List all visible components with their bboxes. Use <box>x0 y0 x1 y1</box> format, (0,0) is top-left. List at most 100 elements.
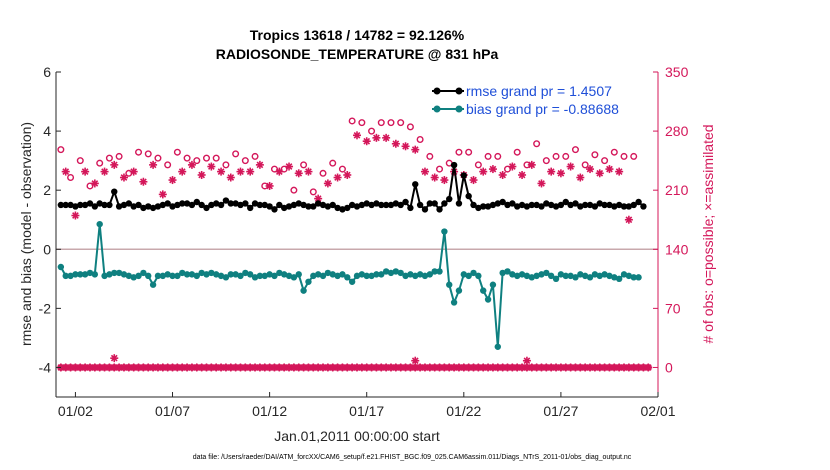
bias-point <box>174 272 181 280</box>
rmse-point <box>208 201 215 209</box>
rmse-point <box>412 181 419 188</box>
obs-assimilated-marker <box>498 170 507 179</box>
obs-assimilated-marker <box>522 356 531 365</box>
rmse-point <box>611 203 618 210</box>
obs-assimilated-marker <box>372 133 381 142</box>
y-right-tick-label: 70 <box>665 300 681 316</box>
asterisk-stroke <box>411 357 419 365</box>
obs-possible-marker <box>144 150 152 158</box>
legend-bias-label: bias grand pr = -0.88688 <box>466 101 619 117</box>
rmse-point <box>285 203 293 210</box>
bias-point <box>242 269 249 277</box>
asterisk-stroke <box>411 146 419 154</box>
rmse-point <box>577 203 584 210</box>
rmse-point <box>514 203 521 210</box>
rmse-point <box>465 192 472 200</box>
bias-point <box>246 271 254 278</box>
obs-possible-marker <box>406 123 414 131</box>
obs-assimilated-marker <box>139 177 148 186</box>
rmse-point <box>615 201 623 209</box>
rmse-point <box>581 201 589 209</box>
obs-possible-marker <box>57 146 65 154</box>
rmse-point <box>348 201 356 209</box>
bias-point <box>145 272 152 280</box>
obs-possible-marker <box>290 186 298 194</box>
obs-possible-marker <box>620 152 628 160</box>
y-left-tick-label: 2 <box>43 182 51 198</box>
asterisk-stroke <box>644 364 652 371</box>
bias-point <box>363 272 370 280</box>
obs-possible-marker <box>154 154 162 162</box>
rmse-point <box>562 198 569 206</box>
obs-possible-marker <box>329 159 337 167</box>
obs-possible-marker <box>338 165 346 173</box>
bias-point <box>358 271 366 278</box>
asterisk-stroke <box>557 169 565 177</box>
bias-point <box>125 272 133 280</box>
bias-point <box>446 281 453 288</box>
bias-point <box>271 272 278 280</box>
rmse-point <box>407 204 414 212</box>
bias-point <box>450 299 458 306</box>
asterisk-stroke <box>441 176 448 184</box>
rmse-point <box>198 201 205 209</box>
y-right-tick-label: 0 <box>665 359 673 375</box>
bias-point <box>266 271 273 278</box>
bias-point <box>135 272 142 280</box>
bias-point <box>164 271 171 278</box>
bias-point <box>120 271 128 278</box>
bias-point <box>577 271 584 278</box>
asterisk-stroke <box>101 168 108 175</box>
bias-point <box>581 272 589 280</box>
asterisk-stroke <box>625 216 633 224</box>
rmse-point <box>290 201 298 209</box>
legend: rmse grand pr = 1.4507 bias grand pr = -… <box>428 80 656 120</box>
bias-point <box>625 272 633 280</box>
x-tick-label: 01/07 <box>155 403 190 419</box>
bias-point <box>72 271 79 278</box>
obs-possible-marker <box>552 152 560 160</box>
rmse-point <box>67 201 74 209</box>
obs-assimilated-marker <box>178 167 187 176</box>
bias-point <box>615 275 623 283</box>
obs-possible-marker <box>115 152 123 160</box>
rmse-point <box>62 201 69 209</box>
bias-point <box>567 272 574 280</box>
bias-point <box>480 287 487 294</box>
rmse-point <box>115 203 123 210</box>
obs-possible-marker <box>533 140 541 148</box>
asterisk-stroke <box>528 161 536 169</box>
bias-point <box>387 269 395 277</box>
rmse-point <box>232 200 239 207</box>
bias-point <box>606 272 613 280</box>
rmse-point <box>450 161 458 169</box>
rmse-point <box>217 201 225 209</box>
axes: 01/02 01/07 01/12 01/17 01/22 01/27 02/01 -4 -2 0… <box>39 64 689 419</box>
obs-possible-marker <box>348 117 356 125</box>
asterisk-stroke <box>295 169 303 177</box>
obs-possible-marker <box>96 159 104 167</box>
bias-point <box>217 272 225 280</box>
rmse-point <box>145 203 152 210</box>
obs-possible-marker <box>105 154 113 162</box>
bias-point <box>620 271 628 278</box>
obs-assimilated-marker <box>537 179 546 188</box>
bias-point <box>280 271 288 278</box>
obs-assimilated-marker <box>129 167 138 176</box>
asterisk-stroke <box>198 171 206 179</box>
rmse-point <box>353 203 361 210</box>
x-axis-label: Jan.01,2011 00:00:00 start <box>274 428 440 444</box>
obs-assimilated-marker <box>255 160 264 169</box>
rmse-point <box>416 201 424 209</box>
bias-point <box>169 272 176 280</box>
bias-point <box>67 272 74 280</box>
rmse-point <box>552 203 560 210</box>
legend-bias-marker-b <box>455 105 463 113</box>
asterisk-stroke <box>615 168 623 175</box>
obs-possible-marker <box>436 165 444 173</box>
rmse-point <box>140 204 147 212</box>
rmse-point <box>222 197 230 204</box>
asterisk-stroke <box>91 180 99 187</box>
bias-point <box>397 269 404 277</box>
rmse-point <box>256 201 264 209</box>
